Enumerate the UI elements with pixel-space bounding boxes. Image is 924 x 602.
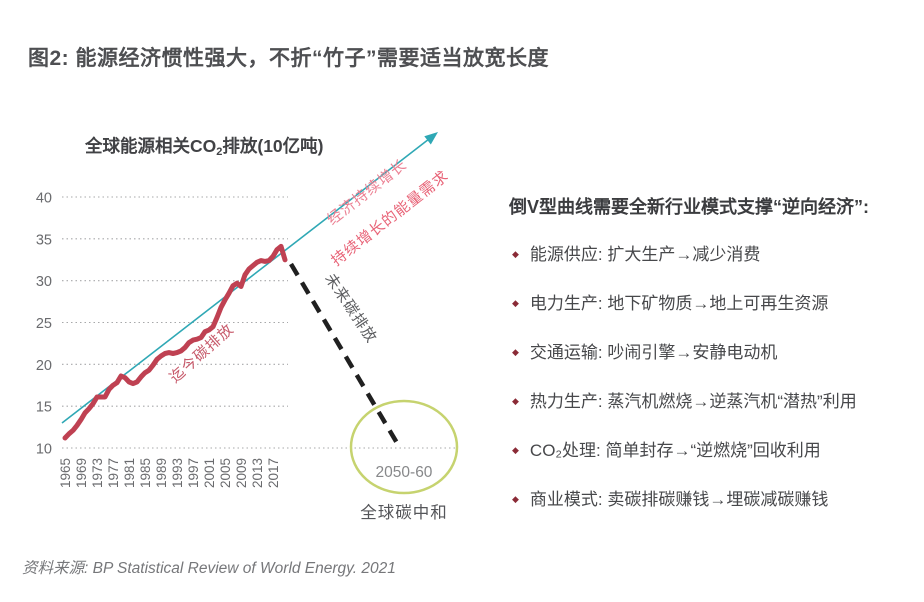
panel-item-4: ◆ 热力生产: 蒸汽机燃烧→逆蒸汽机“潜热”利用 bbox=[509, 390, 915, 413]
y-tick-label: 25 bbox=[36, 316, 52, 332]
x-tick-label: 2013 bbox=[250, 458, 265, 488]
diamond-bullet-icon: ◆ bbox=[512, 445, 519, 455]
target-period-label: 2050-60 bbox=[376, 464, 433, 481]
chart-title-subscript: 2 bbox=[216, 146, 223, 158]
diamond-bullet-icon: ◆ bbox=[512, 298, 519, 308]
panel-item-text: 电力生产: 地下矿物质→地上可再生资源 bbox=[529, 294, 829, 313]
x-tick-label: 1989 bbox=[154, 458, 169, 488]
panel-heading: 倒V型曲线需要全新行业模式支撑“逆向经济”: bbox=[509, 197, 869, 217]
panel-item-5: ◆ CO₂处理: 简单封存→“逆燃烧”回收利用 bbox=[509, 439, 915, 462]
y-tick-label: 40 bbox=[36, 191, 52, 207]
panel-item-text: 热力生产: 蒸汽机燃烧→逆蒸汽机“潜热”利用 bbox=[529, 392, 857, 411]
projection-line bbox=[289, 262, 402, 450]
chart-title-pre: 全球能源相关CO bbox=[85, 136, 217, 156]
right-panel: 倒V型曲线需要全新行业模式支撑“逆向经济”: ◆ 能源供应: 扩大生产→减少消费 ◆… bbox=[509, 193, 915, 537]
arrowhead-icon bbox=[424, 132, 438, 145]
x-tick-label: 1997 bbox=[186, 458, 201, 488]
panel-item-text: 交通运输: 吵闹引擎→安静电动机 bbox=[529, 343, 778, 362]
source-text: BP Statistical Review of World Energy. 2… bbox=[92, 560, 396, 577]
panel-item-text: CO₂处理: 简单封存→“逆燃烧”回收利用 bbox=[529, 441, 821, 460]
panel-item-1: ◆ 能源供应: 扩大生产→减少消费 bbox=[509, 243, 915, 266]
diamond-bullet-icon: ◆ bbox=[512, 347, 519, 357]
carbon-neutral-label: 全球碳中和 bbox=[360, 503, 448, 522]
x-axis-labels-group: 1965 1969 1973 1977 1981 1985 1989 1993 1997 2001… bbox=[58, 458, 281, 488]
x-tick-label: 2001 bbox=[202, 458, 217, 488]
chart-title-post: 排放(10亿吨) bbox=[222, 136, 324, 156]
panel-item-2: ◆ 电力生产: 地下矿物质→地上可再生资源 bbox=[509, 292, 915, 315]
source-note: 资料来源: BP Statistical Review of World Ene… bbox=[22, 556, 396, 578]
x-tick-label: 1965 bbox=[58, 458, 73, 488]
figure-title: 图2: 能源经济惯性强大，不折“竹子”需要适当放宽长度 bbox=[28, 47, 550, 70]
panel-item-text: 商业模式: 卖碳排碳赚钱→埋碳减碳赚钱 bbox=[529, 490, 829, 509]
y-tick-label: 30 bbox=[36, 274, 52, 290]
target-circle bbox=[349, 399, 459, 495]
y-tick-label: 10 bbox=[36, 442, 52, 458]
source-prefix: 资料来源: bbox=[22, 560, 93, 577]
y-tick-label: 15 bbox=[36, 400, 52, 416]
x-tick-label: 1973 bbox=[90, 458, 105, 488]
gridlines-group: 40 35 30 25 20 15 10 bbox=[36, 191, 455, 458]
x-tick-label: 1969 bbox=[74, 458, 89, 488]
x-tick-label: 2017 bbox=[266, 458, 281, 488]
annotation-future-emissions: 未来碳排放 bbox=[321, 271, 380, 347]
panel-item-6: ◆ 商业模式: 卖碳排碳赚钱→埋碳减碳赚钱 bbox=[509, 488, 915, 511]
panel-item-text: 能源供应: 扩大生产→减少消费 bbox=[529, 245, 761, 264]
x-tick-label: 2005 bbox=[218, 458, 233, 488]
diamond-bullet-icon: ◆ bbox=[512, 249, 519, 259]
diamond-bullet-icon: ◆ bbox=[512, 396, 519, 406]
x-tick-label: 1985 bbox=[138, 458, 153, 488]
x-tick-label: 2009 bbox=[234, 458, 249, 488]
panel-item-3: ◆ 交通运输: 吵闹引擎→安静电动机 bbox=[509, 341, 915, 364]
chart-title: 全球能源相关CO2排放(10亿吨) bbox=[85, 133, 324, 158]
y-tick-label: 20 bbox=[36, 358, 52, 374]
x-tick-label: 1993 bbox=[170, 458, 185, 488]
y-tick-label: 35 bbox=[36, 232, 52, 248]
panel-list: ◆ 能源供应: 扩大生产→减少消费 ◆ 电力生产: 地下矿物质→地上可再生资源 ◆ 交通运… bbox=[509, 243, 915, 511]
emissions-line bbox=[62, 243, 288, 441]
diamond-bullet-icon: ◆ bbox=[512, 494, 519, 504]
x-tick-label: 1977 bbox=[106, 458, 121, 488]
x-tick-label: 1981 bbox=[122, 458, 137, 488]
